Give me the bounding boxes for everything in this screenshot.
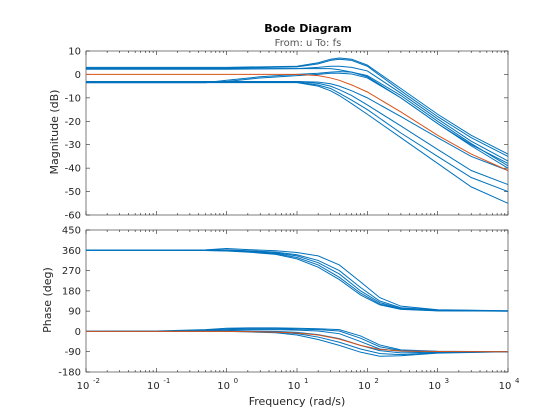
x-tick-label: 10 [147, 381, 160, 392]
chart-subtitle: From: u To: fs [275, 38, 342, 49]
x-tick-label-exponent: 4 [515, 377, 520, 385]
x-tick-label-exponent: 3 [445, 377, 449, 385]
magnitude-y-tick-label: -60 [65, 211, 81, 222]
x-tick-label-exponent: 0 [234, 377, 238, 385]
phase-y-tick-label: -180 [58, 368, 81, 379]
phase-y-tick-label: 180 [62, 286, 81, 297]
phase-curve-12 [86, 330, 509, 353]
phase-curve-11 [86, 330, 509, 357]
x-tick-label-exponent: 1 [304, 377, 308, 385]
phase-y-tick-label: 360 [62, 246, 81, 257]
magnitude-curve-3 [86, 65, 509, 162]
phase-axes-box [85, 229, 509, 373]
magnitude-curve-10 [86, 82, 509, 204]
phase-curve-5 [86, 249, 509, 312]
magnitude-y-tick-label: 0 [75, 70, 81, 81]
magnitude-curve-9 [86, 81, 509, 193]
x-tick-label: 10 [428, 381, 441, 392]
magnitude-curve-1 [86, 57, 509, 155]
magnitude-y-tick-label: -40 [65, 164, 81, 175]
magnitude-y-tick-label: -30 [65, 140, 81, 151]
x-tick-label: 10 [217, 381, 230, 392]
phase-axis-label: Phase (deg) [41, 267, 54, 333]
phase-y-tick-label: 0 [75, 327, 81, 338]
x-tick-label: 10 [288, 381, 301, 392]
frequency-axis-label: Frequency (rad/s) [249, 395, 346, 408]
x-tick-label: 10 [77, 381, 90, 392]
x-tick-label: 10 [499, 381, 512, 392]
magnitude-panel: 10 0 -10 -20 -30 -40 -50 -60 [65, 47, 509, 222]
phase-curve-3 [86, 249, 509, 312]
magnitude-curve-8 [86, 80, 509, 186]
phase-y-tick-label: 90 [68, 307, 81, 318]
phase-curve-4 [86, 249, 509, 312]
x-tick-label-exponent: -2 [93, 377, 100, 385]
x-tick-label-exponent: -1 [163, 377, 170, 385]
magnitude-y-tick-label: 10 [68, 47, 81, 58]
x-tick-label: 10 [358, 381, 371, 392]
magnitude-y-tick-label: -50 [65, 187, 81, 198]
phase-curve-7 [85, 328, 509, 353]
magnitude-curve-11 [86, 73, 509, 171]
chart-title: Bode Diagram [264, 22, 352, 35]
magnitude-curve-2 [86, 58, 509, 157]
magnitude-y-tick-label: -20 [65, 117, 81, 128]
x-tick-label-exponent: 2 [374, 377, 378, 385]
phase-curve-1 [86, 247, 509, 312]
phase-y-tick-label: -90 [65, 347, 81, 358]
magnitude-axis-label: Magnitude (dB) [48, 90, 61, 175]
phase-curve-6 [85, 327, 509, 353]
phase-y-tick-label: 450 [62, 226, 81, 237]
magnitude-curve-5 [86, 71, 509, 167]
magnitude-curve-6 [86, 72, 509, 169]
magnitude-y-tick-label: -10 [65, 93, 81, 104]
phase-y-tick-label: 270 [62, 266, 81, 277]
